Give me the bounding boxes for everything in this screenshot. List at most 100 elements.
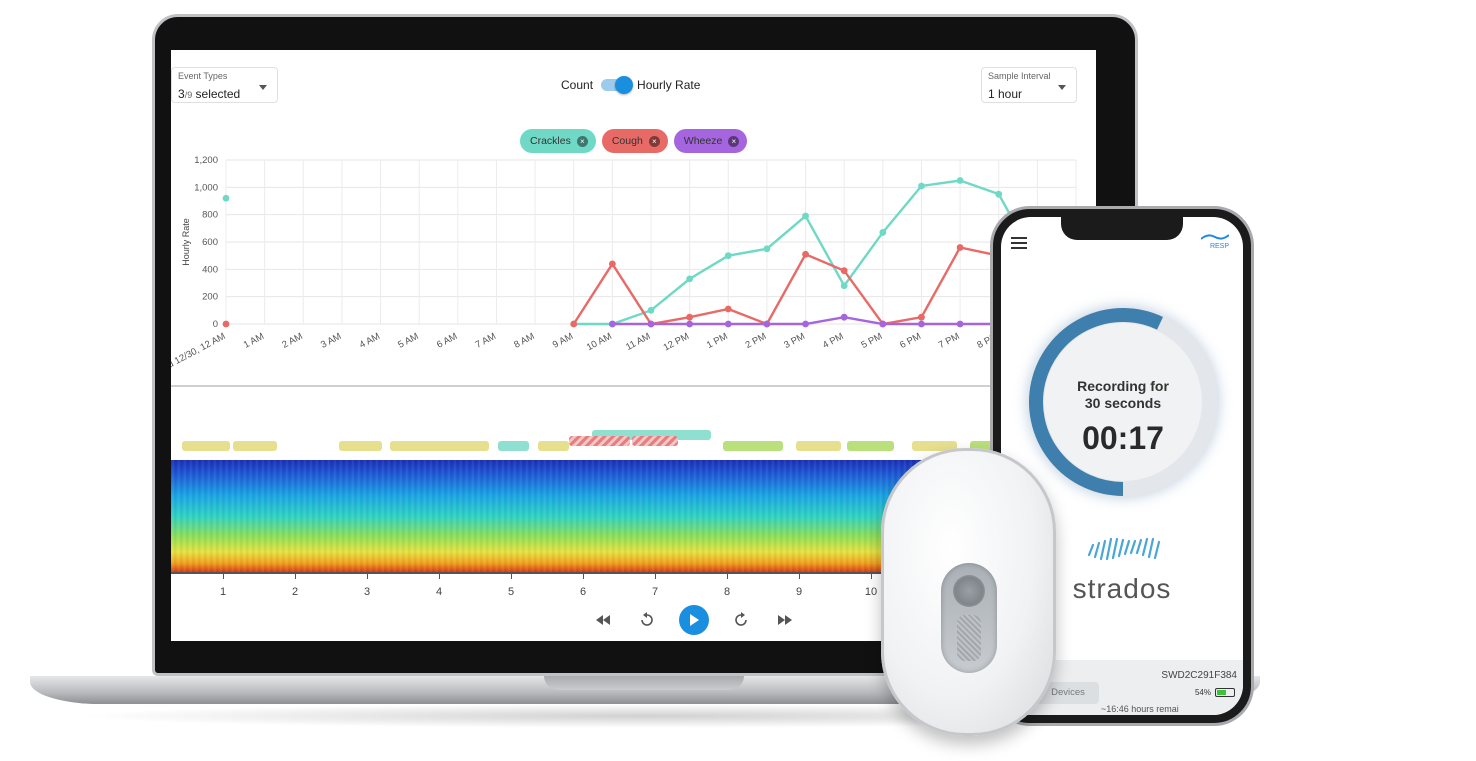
event-types-value: 3/9 selected (178, 87, 241, 101)
timeline-tick (223, 574, 224, 579)
x-tick-label: 6 AM (435, 331, 459, 351)
close-icon[interactable]: × (728, 135, 740, 147)
x-tick-label: 5 AM (396, 331, 420, 351)
hourly-rate-line-chart: 0 200 400 600 800 1,000 1,200 u 12/30, 12 AM 1 A… (171, 155, 1077, 371)
data-point-wheeze (686, 320, 694, 328)
data-point-crackles (222, 194, 230, 202)
sensor-grille (957, 615, 981, 661)
y-tick-label: 800 (202, 210, 218, 221)
recording-status-text: Recording for 30 seconds (1077, 378, 1169, 411)
data-point-cough (802, 250, 809, 258)
timeline-tick (511, 574, 512, 579)
toggle-label-count[interactable]: Count (561, 78, 594, 92)
sample-interval-select[interactable]: Sample Interval 1 hour (981, 67, 1077, 103)
chip-label: Wheeze (683, 135, 723, 147)
event-bar[interactable] (339, 441, 382, 451)
x-tick-label: 3 PM (782, 331, 807, 351)
data-point-wheeze (647, 320, 655, 328)
section-divider (171, 385, 1096, 387)
battery-percent: 54% (1194, 688, 1211, 697)
event-bar[interactable] (796, 441, 841, 451)
y-tick-label: 1,200 (194, 155, 218, 166)
x-tick-label: 5 PM (859, 331, 884, 351)
battery-indicator: 54% (1195, 688, 1235, 697)
event-bar[interactable] (498, 441, 529, 451)
device-serial: SWD2C291F384 (1161, 670, 1237, 681)
x-tick-label: 12 PM (662, 331, 691, 354)
event-types-label: Event Types (178, 71, 228, 81)
event-bar[interactable] (233, 441, 277, 451)
x-tick-label: 3 AM (319, 331, 343, 351)
chevron-down-icon (259, 85, 267, 90)
event-bar[interactable] (912, 441, 957, 451)
y-tick-label: 0 (213, 319, 218, 330)
battery-remaining-text: ~16:46 hours remai (1101, 704, 1179, 714)
sample-interval-value: 1 hour (988, 87, 1023, 101)
data-point-wheeze (763, 320, 771, 328)
y-tick-label: 200 (202, 292, 218, 303)
data-point-crackles (724, 252, 732, 260)
chip-wheeze[interactable]: Wheeze × (673, 129, 748, 153)
devices-button[interactable]: Devices (1037, 682, 1099, 704)
chip-crackles[interactable]: Crackles × (520, 129, 596, 153)
y-tick-label: 1,000 (194, 182, 218, 193)
hamburger-menu-icon[interactable] (1011, 237, 1027, 249)
replay-icon[interactable] (635, 608, 659, 632)
chip-cough[interactable]: Cough × (601, 129, 668, 153)
event-bar[interactable] (390, 441, 489, 451)
timeline-label: 8 (723, 586, 731, 598)
event-bar-cough[interactable] (569, 436, 630, 446)
x-tick-label: 11 AM (624, 331, 652, 353)
data-point-wheeze (724, 320, 732, 328)
data-point-wheeze (840, 313, 848, 321)
x-tick-label: 8 AM (512, 331, 536, 351)
progress-arc-fill (1029, 308, 1164, 496)
switch-knob[interactable] (615, 76, 634, 94)
sample-interval-label: Sample Interval (988, 71, 1051, 81)
data-point-cough (608, 260, 616, 268)
rate-switch[interactable] (601, 76, 634, 94)
data-point-cough (724, 305, 732, 313)
event-types-select[interactable]: Event Types 3/9 selected (171, 67, 278, 103)
close-icon[interactable]: × (648, 135, 660, 147)
x-tick-label: 1 PM (705, 331, 730, 351)
y-tick-label: 600 (202, 237, 218, 248)
timeline-label: 5 (507, 586, 515, 598)
event-bar[interactable] (847, 441, 894, 451)
timeline-label: 2 (291, 586, 299, 598)
timeline-tick (439, 574, 440, 579)
fast-rewind-icon[interactable] (591, 608, 615, 632)
chevron-down-icon (1058, 85, 1066, 90)
x-tick-label: 7 PM (937, 331, 962, 351)
battery-icon (1215, 688, 1235, 697)
event-bar[interactable] (538, 441, 569, 451)
recording-timer: 00:17 (1082, 420, 1164, 456)
data-point-cough (840, 267, 848, 275)
forward-icon[interactable] (729, 608, 753, 632)
data-point-wheeze (956, 320, 964, 328)
ring-center: Recording for 30 seconds 00:17 (1044, 323, 1202, 481)
series-line-wheeze (612, 315, 1038, 326)
x-tick-label: 9 AM (551, 331, 575, 351)
data-point-cough (686, 313, 694, 321)
fast-forward-icon[interactable] (773, 608, 797, 632)
timeline-tick (583, 574, 584, 579)
event-bar[interactable] (182, 441, 230, 451)
event-bar[interactable] (723, 441, 783, 451)
sensor-window (941, 563, 997, 673)
data-point-wheeze (918, 320, 925, 328)
play-icon[interactable] (679, 605, 709, 635)
toggle-label-hourly-rate[interactable]: Hourly Rate (637, 78, 701, 92)
event-bar-cough[interactable] (632, 436, 678, 446)
y-tick-label: 400 (202, 264, 218, 275)
event-bar[interactable] (592, 430, 711, 440)
data-point-wheeze (879, 320, 887, 328)
x-tick-label: 4 PM (821, 331, 846, 351)
data-point-cough (918, 313, 925, 321)
timeline-label: 9 (795, 586, 803, 598)
close-icon[interactable]: × (576, 135, 588, 147)
timeline-tick (367, 574, 368, 579)
timeline-label: 3 (363, 586, 371, 598)
data-point-crackles (956, 177, 964, 184)
x-tick-label: 2 PM (744, 331, 769, 351)
